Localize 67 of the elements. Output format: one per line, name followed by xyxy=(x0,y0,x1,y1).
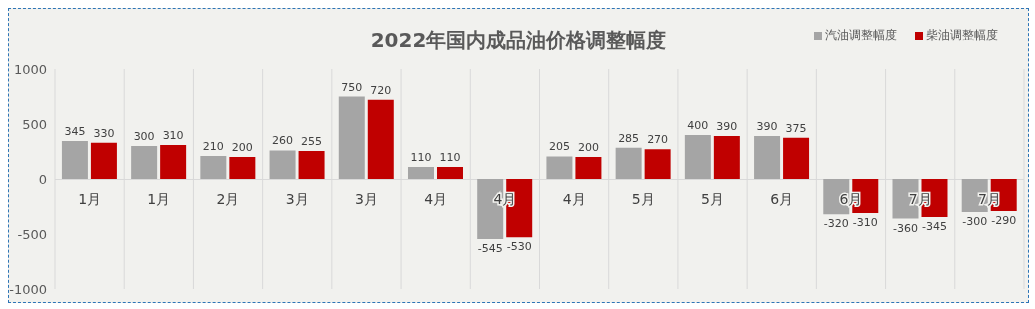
bar xyxy=(754,136,781,179)
bar xyxy=(200,155,227,179)
data-label: 110 xyxy=(439,150,461,164)
data-label: 210 xyxy=(202,139,224,153)
data-label: 205 xyxy=(548,140,570,154)
data-label: -530 xyxy=(506,240,532,254)
bar xyxy=(436,166,463,179)
data-label: 200 xyxy=(577,141,599,154)
data-label: 110 xyxy=(410,150,432,164)
bar xyxy=(160,144,187,179)
x-tick-label: 6月 xyxy=(770,190,794,207)
bar xyxy=(407,166,434,179)
bar xyxy=(546,156,573,179)
data-label: -545 xyxy=(477,241,503,255)
legend-label: 柴油调整幅度 xyxy=(925,27,998,44)
bar xyxy=(615,147,642,179)
bar xyxy=(783,137,810,179)
bar xyxy=(298,150,325,179)
x-tick-label: 1月 xyxy=(147,190,171,207)
bar xyxy=(367,99,394,179)
data-label: 400 xyxy=(687,119,709,132)
bar xyxy=(644,149,671,179)
bar xyxy=(269,150,296,179)
data-label: 345 xyxy=(64,125,86,139)
data-label: 270 xyxy=(647,133,669,147)
data-label: 285 xyxy=(618,131,640,145)
bar xyxy=(131,146,158,179)
data-label: 390 xyxy=(756,120,778,134)
data-label: 310 xyxy=(162,128,184,142)
bar xyxy=(575,157,602,179)
data-label: -320 xyxy=(823,217,849,231)
data-label: -290 xyxy=(991,213,1017,227)
x-tick-label: 2月 xyxy=(216,190,240,207)
x-tick-label: 3月 xyxy=(285,190,309,207)
data-label: -310 xyxy=(852,216,878,230)
chart-title: 2022年国内成品油价格调整幅度 xyxy=(370,28,667,52)
y-tick-label: 0 xyxy=(38,171,47,187)
bar xyxy=(892,179,919,219)
data-label: -300 xyxy=(962,215,988,228)
x-tick-label: 1月 xyxy=(78,190,102,207)
data-label: 375 xyxy=(785,121,807,135)
x-tick-label: 5月 xyxy=(701,190,724,207)
bar xyxy=(338,96,365,179)
bar xyxy=(713,136,740,179)
bar xyxy=(684,135,711,179)
y-tick-label: 1000 xyxy=(13,61,47,77)
x-tick-label: 5月 xyxy=(631,190,655,207)
legend-label: 汽油调整幅度 xyxy=(824,27,897,44)
data-label: 255 xyxy=(301,134,323,148)
data-label: 330 xyxy=(93,126,115,140)
data-label: 720 xyxy=(370,83,392,97)
data-label: 390 xyxy=(716,120,738,134)
data-label: 200 xyxy=(231,141,253,154)
x-tick-label: 4月 xyxy=(562,190,586,207)
data-label: -360 xyxy=(893,221,918,235)
data-label: -345 xyxy=(922,219,947,233)
x-tick-label: 4月 xyxy=(424,190,448,207)
bar xyxy=(90,142,117,179)
x-tick-label: 3月 xyxy=(355,190,378,207)
data-label: 260 xyxy=(272,134,294,148)
data-label: 750 xyxy=(341,80,363,94)
bar xyxy=(61,141,88,179)
y-tick-label: -500 xyxy=(17,226,47,242)
y-tick-label: 500 xyxy=(22,116,47,132)
bar xyxy=(229,157,256,179)
y-tick-label: -1000 xyxy=(9,281,47,297)
data-label: 300 xyxy=(133,130,155,143)
